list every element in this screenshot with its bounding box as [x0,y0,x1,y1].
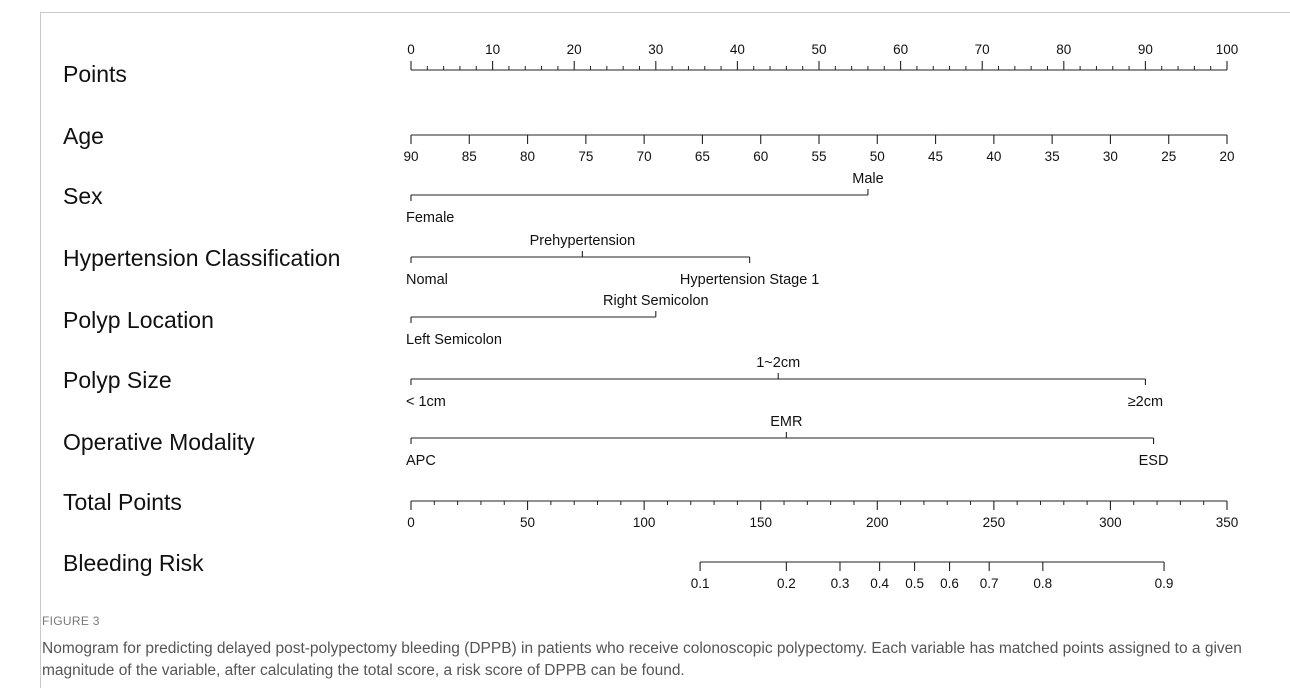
total-points-tick-label-0: 0 [407,515,415,530]
operative-modality-level-label-esd: ESD [1139,453,1169,469]
points-tick-label-10: 10 [485,42,500,57]
bleeding-risk-tick-label-0-9: 0.9 [1155,576,1174,591]
age-tick-label-85: 85 [462,149,477,164]
hypertension-classification-level-label-hypertension-stage-1: Hypertension Stage 1 [680,272,819,288]
figure-frame [40,12,1290,688]
age-tick-label-75: 75 [578,149,593,164]
bleeding-risk-tick-label-0-5: 0.5 [905,576,924,591]
age-tick-label-65: 65 [695,149,710,164]
row-label-total-points: Total Points [63,489,182,515]
row-label-operative-modality: Operative Modality [63,429,255,455]
total-points-tick-label-350: 350 [1216,515,1239,530]
figure-caption: Nomogram for predicting delayed post-pol… [42,640,1242,679]
age-tick-label-90: 90 [403,149,418,164]
row-label-bleeding-risk: Bleeding Risk [63,550,204,576]
row-label-polyp-size: Polyp Size [63,367,172,393]
polyp-size-level-label-2cm: ≥2cm [1128,394,1163,410]
nomogram-chart: Points 0 10 20 30 40 50 60 70 80 90 100 Age 90 85 80 75 7… [63,42,1239,591]
bleeding-risk-tick-label-0-3: 0.3 [831,576,850,591]
age-tick-label-45: 45 [928,149,943,164]
points-tick-label-30: 30 [648,42,663,57]
points-tick-label-50: 50 [811,42,826,57]
total-points-tick-label-50: 50 [520,515,535,530]
bleeding-risk-tick-label-0-2: 0.2 [777,576,796,591]
total-points-tick-label-150: 150 [749,515,772,530]
row-label-age: Age [63,123,104,149]
age-tick-label-20: 20 [1219,149,1234,164]
row-label-hypertension-classification: Hypertension Classification [63,245,340,271]
points-tick-label-70: 70 [975,42,990,57]
age-tick-label-25: 25 [1161,149,1176,164]
points-tick-label-20: 20 [567,42,582,57]
points-tick-label-60: 60 [893,42,908,57]
total-points-tick-label-100: 100 [633,515,656,530]
polyp-location-level-label-right-semicolon: Right Semicolon [603,293,709,309]
age-tick-label-60: 60 [753,149,768,164]
polyp-size-level-label-1cm: < 1cm [406,394,446,410]
points-tick-label-0: 0 [407,42,415,57]
row-label-polyp-location: Polyp Location [63,307,214,333]
points-tick-label-40: 40 [730,42,745,57]
age-tick-label-30: 30 [1103,149,1118,164]
sex-level-label-female: Female [406,210,454,226]
age-tick-label-55: 55 [811,149,826,164]
bleeding-risk-tick-label-0-8: 0.8 [1033,576,1052,591]
sex-level-label-male: Male [852,171,883,187]
age-tick-label-40: 40 [986,149,1001,164]
polyp-location-level-label-left-semicolon: Left Semicolon [406,332,502,348]
operative-modality-level-label-emr: EMR [770,414,802,430]
row-label-sex: Sex [63,183,103,209]
hypertension-classification-level-label-nomal: Nomal [406,272,448,288]
age-tick-label-80: 80 [520,149,535,164]
age-tick-label-50: 50 [870,149,885,164]
hypertension-classification-level-label-prehypertension: Prehypertension [530,233,636,249]
polyp-size-level-label-1-2cm: 1~2cm [756,355,800,371]
bleeding-risk-tick-label-0-1: 0.1 [691,576,710,591]
figure-label: FIGURE 3 [42,614,100,628]
row-label-points: Points [63,61,127,87]
points-tick-label-80: 80 [1056,42,1071,57]
total-points-tick-label-300: 300 [1099,515,1122,530]
bleeding-risk-tick-label-0-6: 0.6 [940,576,959,591]
points-tick-label-100: 100 [1216,42,1239,57]
bleeding-risk-tick-label-0-7: 0.7 [980,576,999,591]
points-tick-label-90: 90 [1138,42,1153,57]
age-tick-label-35: 35 [1045,149,1060,164]
operative-modality-level-label-apc: APC [406,453,436,469]
bleeding-risk-tick-label-0-4: 0.4 [870,576,889,591]
age-tick-label-70: 70 [637,149,652,164]
total-points-tick-label-250: 250 [983,515,1006,530]
total-points-tick-label-200: 200 [866,515,889,530]
